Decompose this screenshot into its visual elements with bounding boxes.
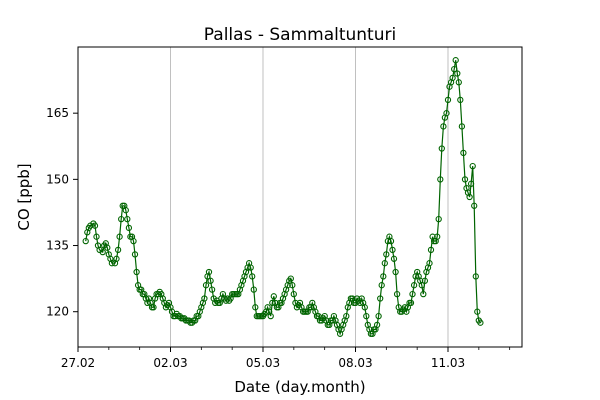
data-point-188 [377, 295, 384, 302]
data-point-216 [420, 290, 427, 298]
data-point-220 [426, 260, 433, 267]
data-point-239 [455, 79, 462, 86]
data-point-78 [207, 277, 214, 284]
data-point-130 [287, 275, 294, 282]
data-point-215 [418, 282, 425, 289]
data-point-5 [91, 222, 99, 229]
data-point-228 [438, 145, 445, 152]
plot-frame [77, 46, 523, 348]
data-point-77 [205, 268, 213, 276]
data-point-248 [469, 162, 476, 170]
data-point-75 [202, 282, 210, 289]
data-point-237 [452, 57, 459, 64]
data-point-190 [380, 273, 387, 280]
data-point-251 [474, 308, 481, 315]
data-point-24 [124, 215, 131, 223]
data-point-238 [454, 70, 461, 77]
data-point-189 [378, 282, 385, 289]
data-point-187 [375, 312, 382, 320]
chart-title: Pallas - Sammaltunturi [204, 25, 396, 45]
data-point-118 [269, 299, 276, 307]
data-point-217 [421, 277, 429, 284]
y-tick-label-2: 150 [46, 172, 69, 186]
data-point-195 [387, 237, 395, 245]
data-point-17 [113, 255, 120, 262]
data-point-41 [150, 304, 157, 311]
data-point-196 [389, 246, 396, 254]
data-point-243 [461, 176, 469, 183]
data-point-225 [434, 233, 441, 240]
data-point-197 [390, 255, 398, 262]
data-point-229 [440, 123, 447, 130]
data-point-9 [99, 248, 106, 256]
data-point-192 [383, 251, 390, 258]
data-point-246 [466, 193, 473, 201]
data-point-15 [108, 260, 116, 267]
data-point-166 [343, 312, 350, 320]
data-point-199 [393, 290, 401, 298]
data-point-236 [451, 65, 458, 73]
y-tick-label-0: 120 [46, 305, 69, 319]
data-point-119 [270, 293, 277, 300]
x-tick-label-4: 11.03 [431, 356, 465, 370]
data-point-107 [252, 304, 259, 311]
data-series [82, 57, 484, 337]
data-point-178 [361, 304, 368, 311]
axis-ticks: 27.02 02.03 05.03 08.03 11.03 120 135 150 165 [46, 106, 511, 370]
x-tick-label-1: 02.03 [153, 356, 187, 370]
x-tick-label-3: 08.03 [338, 356, 372, 370]
data-point-249 [471, 202, 478, 209]
data-point-235 [449, 74, 456, 82]
data-point-221 [427, 246, 435, 254]
y-tick-label-1: 135 [46, 239, 69, 253]
data-point-30 [133, 268, 140, 276]
x-tick-label-2: 05.03 [246, 356, 280, 370]
data-point-250 [472, 273, 479, 280]
data-point-104 [247, 264, 254, 271]
data-point-226 [435, 215, 442, 223]
data-point-25 [125, 224, 133, 232]
data-point-12 [104, 244, 111, 251]
data-point-209 [409, 290, 416, 298]
data-point-232 [444, 96, 452, 104]
data-point-186 [373, 321, 381, 329]
x-axis-label: Date (day.month) [234, 378, 365, 396]
data-point-179 [363, 312, 370, 320]
data-point-131 [289, 282, 296, 289]
data-point-20 [118, 215, 125, 223]
data-point-19 [116, 233, 123, 240]
y-axis-label: CO [ppb] [15, 163, 33, 230]
data-point-6 [93, 233, 100, 240]
data-point-0 [82, 237, 89, 245]
data-point-247 [467, 180, 475, 187]
data-point-242 [460, 149, 467, 157]
data-point-240 [457, 96, 464, 104]
y-tick-label-3: 165 [46, 106, 69, 120]
data-point-208 [407, 299, 415, 307]
data-point-132 [290, 290, 297, 298]
data-point-29 [131, 251, 139, 258]
data-point-210 [410, 282, 418, 289]
data-point-28 [130, 237, 137, 245]
data-point-79 [208, 286, 216, 293]
data-point-191 [381, 260, 388, 267]
data-point-74 [201, 295, 208, 302]
data-point-105 [249, 273, 256, 280]
data-point-18 [114, 246, 122, 254]
data-point-253 [477, 319, 484, 326]
data-point-231 [443, 110, 450, 117]
data-point-23 [122, 207, 129, 214]
data-point-117 [267, 312, 274, 320]
x-tick-label-0: 27.02 [61, 356, 95, 370]
data-point-198 [392, 268, 399, 276]
data-point-227 [437, 176, 444, 183]
data-point-106 [250, 286, 257, 293]
data-point-241 [458, 123, 466, 130]
grid-lines [170, 47, 449, 347]
